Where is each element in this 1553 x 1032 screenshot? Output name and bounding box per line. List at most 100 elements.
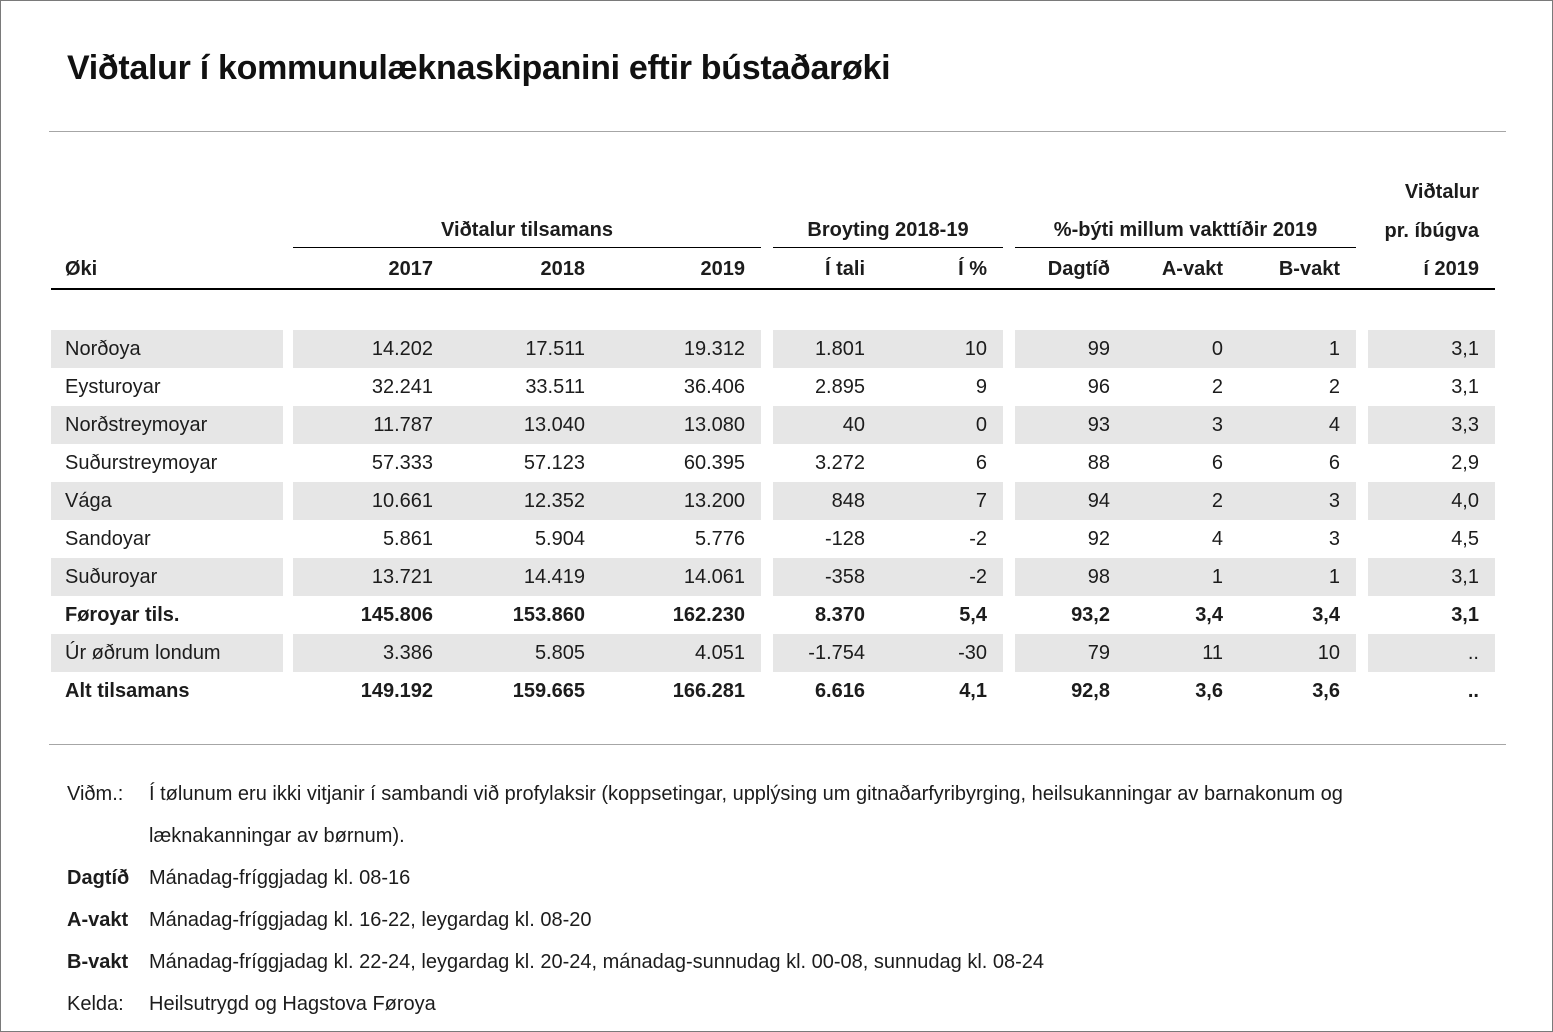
cell-i-pct: 7 [881, 482, 1003, 520]
cell-2017: 32.241 [371, 376, 433, 398]
note-label-dagtid: Dagtíð [67, 867, 130, 889]
cell-2017: 13.721 [293, 558, 449, 596]
cell-i-tali: 848 [773, 482, 881, 520]
header-line-1: Viðtalur [51, 170, 1495, 204]
cell-b-vakt: 6 [1328, 452, 1340, 474]
cell-2017: 5.861 [382, 528, 433, 550]
row-label: Norðoya [51, 330, 283, 368]
note-text-a-vakt: Mánadag-fríggjadag kl. 16-22, leygardag … [149, 909, 592, 931]
cell-b-vakt: 3 [1239, 482, 1356, 520]
cell-dagtid: 96 [1087, 376, 1110, 398]
cell-2017: 3.386 [293, 634, 449, 672]
cell-dagtid: 98 [1015, 558, 1126, 596]
cell-2017: 149.192 [360, 680, 433, 702]
table-row-sandoyar: Sandoyar 5.861 5.904 5.776 -128 -2 92 4 … [51, 520, 1495, 558]
cell-2018: 33.511 [525, 376, 585, 398]
note-label-b-vakt: B-vakt [67, 951, 129, 973]
col-header-pr-ibugva-line3: í 2019 [1423, 258, 1479, 280]
row-label: Suðuroyar [51, 558, 283, 596]
page: Viðtalur í kommunulæknaskipanini eftir b… [49, 45, 1506, 1025]
cell-2019: 13.080 [601, 406, 761, 444]
cell-pr-ibugva: 4,0 [1368, 482, 1495, 520]
cell-b-vakt: 4 [1239, 406, 1356, 444]
row-label: Úr øðrum londum [51, 634, 283, 672]
table-row-eysturoyar: Eysturoyar 32.241 33.511 36.406 2.895 9 … [51, 368, 1495, 406]
note-label-a-vakt: A-vakt [67, 909, 129, 931]
cell-2019: 5.776 [694, 528, 745, 550]
cell-pr-ibugva: 4,5 [1451, 528, 1479, 550]
note-text-b-vakt: Mánadag-fríggjadag kl. 22-24, leygardag … [149, 951, 1045, 973]
col-header-2019: 2019 [700, 258, 746, 280]
cell-2018: 17.511 [449, 330, 601, 368]
cell-i-pct: 6 [975, 452, 987, 474]
cell-dagtid: 93 [1015, 406, 1126, 444]
cell-2019: 60.395 [683, 452, 745, 474]
col-header-oki: Øki [65, 258, 98, 280]
col-header-2018: 2018 [540, 258, 586, 280]
row-label: Vága [51, 482, 283, 520]
header-line-3: Øki 2017 2018 2019 Í tali Í % Dagtíð A-v… [51, 248, 1495, 288]
cell-i-tali: 40 [773, 406, 881, 444]
group-header-vidtalur-tilsamans: Viðtalur tilsamans [293, 219, 761, 248]
cell-i-pct: 4,1 [959, 680, 987, 702]
cell-i-pct: -2 [969, 528, 987, 550]
cell-2019: 36.406 [683, 376, 745, 398]
cell-a-vakt: 4 [1211, 528, 1223, 550]
cell-i-pct: 0 [881, 406, 1003, 444]
col-header-b-vakt: B-vakt [1278, 258, 1340, 280]
cell-2019: 19.312 [601, 330, 761, 368]
cell-2019: 166.281 [672, 680, 745, 702]
cell-b-vakt: 3 [1328, 528, 1340, 550]
cell-2018: 5.904 [534, 528, 585, 550]
cell-dagtid: 93,2 [1071, 604, 1110, 626]
cell-a-vakt: 2 [1211, 376, 1223, 398]
col-header-2017: 2017 [388, 258, 434, 280]
title-divider [49, 131, 1506, 132]
cell-dagtid: 92 [1087, 528, 1110, 550]
cell-i-tali: -128 [824, 528, 865, 550]
table-row-alt-tilsamans: Alt tilsamans 149.192 159.665 166.281 6.… [51, 672, 1495, 710]
notes-divider [49, 744, 1506, 745]
cell-dagtid: 99 [1015, 330, 1126, 368]
col-header-pr-ibugva-line1: Viðtalur [1404, 181, 1479, 203]
table-row-vaga: Vága 10.661 12.352 13.200 848 7 94 2 3 4… [51, 482, 1495, 520]
row-label: Føroyar tils. [65, 604, 180, 626]
cell-2018: 12.352 [449, 482, 601, 520]
cell-dagtid: 88 [1087, 452, 1110, 474]
cell-2018: 153.860 [512, 604, 585, 626]
note-label-vidm: Viðm.: [67, 783, 124, 805]
cell-2019: 13.200 [601, 482, 761, 520]
cell-i-pct: 10 [881, 330, 1003, 368]
cell-i-pct: 9 [975, 376, 987, 398]
cell-b-vakt: 1 [1239, 558, 1356, 596]
cell-2017: 11.787 [293, 406, 449, 444]
cell-i-tali: 1.801 [773, 330, 881, 368]
table-header: Viðtalur Viðtalur tilsamans Broyting 201… [51, 170, 1495, 290]
cell-pr-ibugva: .. [1467, 680, 1479, 702]
cell-pr-ibugva: 3,1 [1451, 376, 1479, 398]
cell-i-tali: 6.616 [814, 680, 865, 702]
cell-pr-ibugva: .. [1368, 634, 1495, 672]
row-label: Sandoyar [65, 528, 151, 550]
cell-b-vakt: 2 [1328, 376, 1340, 398]
cell-a-vakt: 3,6 [1195, 680, 1223, 702]
cell-b-vakt: 3,4 [1312, 604, 1340, 626]
col-header-pr-ibugva-line2: pr. íbúgva [1384, 220, 1479, 242]
cell-i-tali: 3.272 [814, 452, 865, 474]
cell-i-pct: 5,4 [959, 604, 987, 626]
col-header-dagtid: Dagtíð [1047, 258, 1110, 280]
cell-pr-ibugva: 3,1 [1368, 330, 1495, 368]
cell-2019: 14.061 [601, 558, 761, 596]
col-header-i-pct: Í % [958, 258, 987, 280]
table-body: Norðoya 14.202 17.511 19.312 1.801 10 99… [51, 330, 1495, 710]
footnotes: Viðm.: Í tølunum eru ikki vitjanir í sam… [67, 773, 1506, 1025]
table-row-nordoya: Norðoya 14.202 17.511 19.312 1.801 10 99… [51, 330, 1495, 368]
cell-2018: 14.419 [449, 558, 601, 596]
cell-dagtid: 92,8 [1071, 680, 1110, 702]
table-row-foroyar-tils: Føroyar tils. 145.806 153.860 162.230 8.… [51, 596, 1495, 634]
cell-pr-ibugva: 3,3 [1368, 406, 1495, 444]
note-text-kelda: Heilsutrygd og Hagstova Føroya [149, 993, 436, 1015]
group-header-vakttidir: %-býti millum vakttíðir 2019 [1015, 219, 1356, 248]
cell-2017: 145.806 [360, 604, 433, 626]
cell-dagtid: 79 [1015, 634, 1126, 672]
